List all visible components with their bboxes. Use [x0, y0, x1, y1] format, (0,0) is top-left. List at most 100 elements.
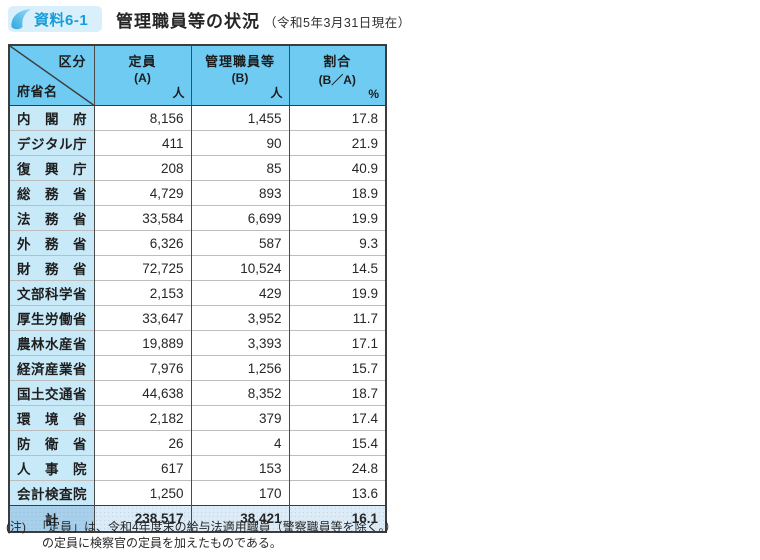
- footnote-text: 「定員」は、令和4年度末の給与法適用職員（警察職員等を除く。） の定員に検察官の…: [36, 520, 397, 550]
- ministry-name-cell: デジタル庁: [9, 130, 94, 156]
- ratio-cell: 9.3: [288, 230, 386, 256]
- capacity-cell: 72,725: [93, 255, 191, 281]
- ratio-cell: 17.8: [288, 105, 386, 131]
- ministry-name-cell: 外務省: [9, 230, 94, 256]
- table-row: 会計検査院 1,250 170 13.6: [9, 480, 386, 506]
- total-row: 計 238,517 38,421 16.1: [9, 505, 386, 532]
- capacity-cell: 44,638: [93, 380, 191, 406]
- table-row: 人事院 617 153 24.8: [9, 455, 386, 481]
- managers-cell: 8,352: [190, 380, 289, 406]
- page-title: 管理職員等の状況: [116, 11, 260, 31]
- ratio-cell: 18.7: [288, 380, 386, 406]
- diagonal-line: [10, 46, 94, 105]
- capacity-cell: 411: [93, 130, 191, 156]
- header-managers: 管理職員等 (B) 人: [190, 45, 289, 106]
- capacity-cell: 33,647: [93, 305, 191, 331]
- capacity-cell: 8,156: [93, 105, 191, 131]
- managers-cell: 1,455: [190, 105, 289, 131]
- capacity-cell: 2,182: [93, 405, 191, 431]
- ministry-name-cell: 環境省: [9, 405, 94, 431]
- ratio-cell: 14.5: [288, 255, 386, 281]
- table-row: 法務省 33,584 6,699 19.9: [9, 205, 386, 231]
- managers-cell: 379: [190, 405, 289, 431]
- swoosh-icon: [11, 9, 31, 30]
- managers-cell: 85: [190, 155, 289, 181]
- header-ratio: 割合 (B／A) %: [288, 45, 386, 106]
- managers-cell: 6,699: [190, 205, 289, 231]
- capacity-cell: 617: [93, 455, 191, 481]
- capacity-cell: 26: [93, 430, 191, 456]
- ministry-name-cell: 農林水産省: [9, 330, 94, 356]
- ministry-name-cell: 財務省: [9, 255, 94, 281]
- ministry-name-cell: 人事院: [9, 455, 94, 481]
- corner-header-cell: 区分 府省名: [9, 45, 94, 106]
- corner-label-category: 区分: [58, 54, 87, 69]
- managers-cell: 1,256: [190, 355, 289, 381]
- table-row: 文部科学省 2,153 429 19.9: [9, 280, 386, 306]
- ratio-cell: 13.6: [288, 480, 386, 506]
- ratio-cell: 21.9: [288, 130, 386, 156]
- capacity-cell: 4,729: [93, 180, 191, 206]
- capacity-cell: 7,976: [93, 355, 191, 381]
- title-bar: 資料6-1 管理職員等の状況 （令和5年3月31日現在）: [8, 6, 411, 32]
- ministry-name-cell: 厚生労働省: [9, 305, 94, 331]
- ministry-name-cell: 総務省: [9, 180, 94, 206]
- ratio-cell: 11.7: [288, 305, 386, 331]
- page-subtitle: （令和5年3月31日現在）: [264, 15, 411, 30]
- managers-cell: 3,393: [190, 330, 289, 356]
- managers-cell: 170: [190, 480, 289, 506]
- capacity-cell: 6,326: [93, 230, 191, 256]
- table-row: 農林水産省 19,889 3,393 17.1: [9, 330, 386, 356]
- ratio-cell: 17.1: [288, 330, 386, 356]
- table-row: 環境省 2,182 379 17.4: [9, 405, 386, 431]
- managers-cell: 90: [190, 130, 289, 156]
- table-row: 復興庁 208 85 40.9: [9, 155, 386, 181]
- capacity-cell: 2,153: [93, 280, 191, 306]
- table-row: 国土交通省 44,638 8,352 18.7: [9, 380, 386, 406]
- table-row: 厚生労働省 33,647 3,952 11.7: [9, 305, 386, 331]
- header-capacity: 定員 (A) 人: [93, 45, 191, 106]
- table-header: 区分 府省名 定員 (A) 人 管理職員等 (B) 人 割合 (B／A) %: [9, 45, 386, 106]
- managers-cell: 38,421: [190, 505, 289, 532]
- table-row: デジタル庁 411 90 21.9: [9, 130, 386, 156]
- ratio-cell: 17.4: [288, 405, 386, 431]
- table-row: 総務省 4,729 893 18.9: [9, 180, 386, 206]
- ratio-cell: 24.8: [288, 455, 386, 481]
- managers-cell: 153: [190, 455, 289, 481]
- ministry-name-cell: 計: [9, 505, 94, 532]
- capacity-cell: 33,584: [93, 205, 191, 231]
- ministry-name-cell: 国土交通省: [9, 380, 94, 406]
- table-body: 内閣府 8,156 1,455 17.8 デジタル庁 411 90 21.9 復興庁 208 85 4…: [9, 105, 386, 532]
- ministry-name-cell: 法務省: [9, 205, 94, 231]
- ministry-name-cell: 会計検査院: [9, 480, 94, 506]
- managers-cell: 10,524: [190, 255, 289, 281]
- ratio-cell: 16.1: [288, 505, 386, 532]
- footnote: (注) 「定員」は、令和4年度末の給与法適用職員（警察職員等を除く。） の定員に…: [6, 519, 397, 551]
- ministry-name-cell: 内閣府: [9, 105, 94, 131]
- table-row: 防衛省 26 4 15.4: [9, 430, 386, 456]
- managers-cell: 587: [190, 230, 289, 256]
- table-row: 財務省 72,725 10,524 14.5: [9, 255, 386, 281]
- ministry-name-cell: 文部科学省: [9, 280, 94, 306]
- footnote-label: (注): [6, 520, 26, 534]
- managers-cell: 429: [190, 280, 289, 306]
- ministry-name-cell: 防衛省: [9, 430, 94, 456]
- managers-cell: 4: [190, 430, 289, 456]
- capacity-cell: 208: [93, 155, 191, 181]
- badge-label: 資料6-1: [34, 11, 89, 29]
- managers-cell: 893: [190, 180, 289, 206]
- ratio-cell: 40.9: [288, 155, 386, 181]
- ministry-name-cell: 経済産業省: [9, 355, 94, 381]
- ratio-cell: 19.9: [288, 205, 386, 231]
- managers-cell: 3,952: [190, 305, 289, 331]
- table-row: 外務省 6,326 587 9.3: [9, 230, 386, 256]
- ratio-cell: 15.4: [288, 430, 386, 456]
- table-row: 内閣府 8,156 1,455 17.8: [9, 105, 386, 131]
- corner-label-ministry: 府省名: [17, 84, 58, 99]
- capacity-cell: 238,517: [93, 505, 191, 532]
- table-row: 経済産業省 7,976 1,256 15.7: [9, 355, 386, 381]
- ratio-cell: 18.9: [288, 180, 386, 206]
- ratio-cell: 19.9: [288, 280, 386, 306]
- ministry-name-cell: 復興庁: [9, 155, 94, 181]
- ministry-table: 区分 府省名 定員 (A) 人 管理職員等 (B) 人 割合 (B／A) % 内…: [8, 44, 387, 533]
